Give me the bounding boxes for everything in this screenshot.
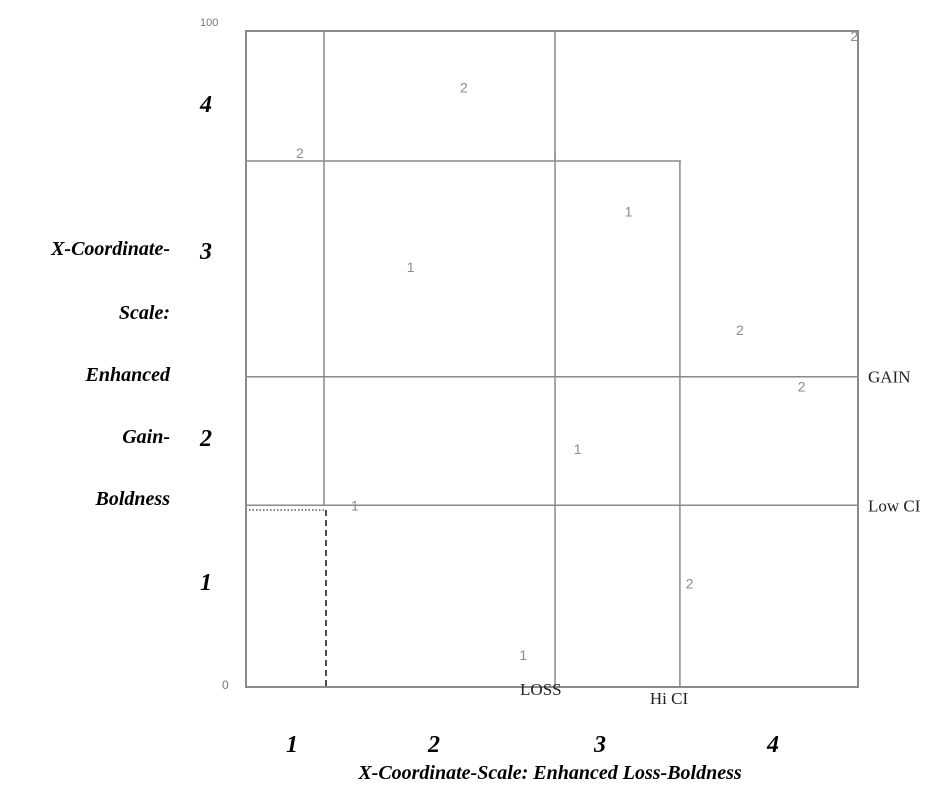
data-point-7: 2 [798,379,806,395]
data-point-4: 1 [407,259,415,275]
y-quartile-label-2: 2 [199,426,212,452]
hi-ci-label: Hi CI [650,689,689,708]
y-quartile-label-4: 4 [199,92,212,118]
x-quartile-label-3: 3 [593,732,606,758]
y-axis-title-line-1: X-Coordinate- [51,238,170,260]
y-axis-title-line-2: Scale: [118,302,170,324]
data-point-10: 2 [686,575,694,591]
data-point-8: 1 [574,441,582,457]
data-point-6: 2 [736,322,744,338]
x-quartile-label-2: 2 [427,732,440,758]
y-axis-title-line-5: Boldness [95,488,170,510]
y-quartile-label-1: 1 [200,570,212,596]
data-point-1: 2 [296,145,304,161]
y-axis-title-line-4: Gain- [122,426,170,448]
origin-label: 0 [222,678,229,692]
y-axis-title-line-3: Enhanced [85,364,170,386]
y-max-label: 100 [200,17,218,29]
y-quartile-label-3: 3 [199,239,212,265]
x-quartile-label-4: 4 [766,732,779,758]
low-ci-label: Low CI [868,496,921,515]
data-point-11: 1 [519,647,527,663]
gain-label: GAIN [868,368,911,387]
x-axis-title: X-Coordinate-Scale: Enhanced Loss-Boldne… [358,762,742,784]
x-quartile-label-1: 1 [286,732,298,758]
data-point-5: 1 [625,203,633,219]
data-point-2: 2 [460,79,468,95]
loss-label: LOSS [520,680,562,699]
data-point-3: 2 [850,28,858,44]
data-point-9: 1 [351,497,359,513]
plot-frame [245,30,859,688]
